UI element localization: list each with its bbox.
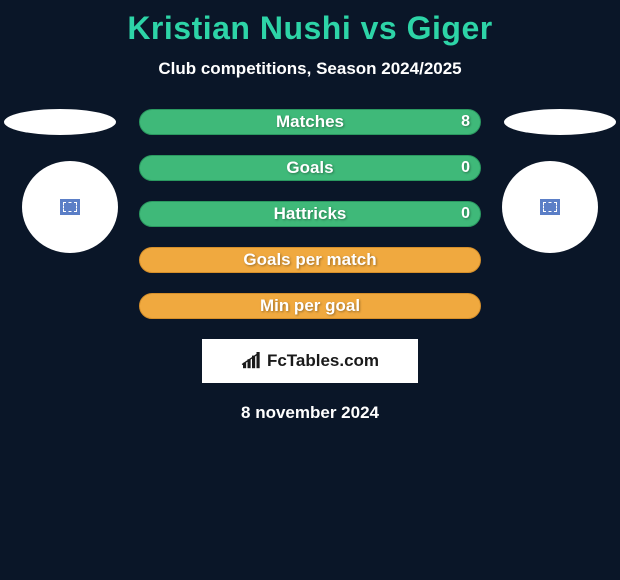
chart-bars-icon	[241, 352, 263, 370]
date-text: 8 november 2024	[0, 403, 620, 423]
stat-value-right: 8	[461, 113, 470, 131]
badge-left	[22, 161, 118, 253]
stat-row-goals-per-match: Goals per match	[139, 247, 481, 273]
brand-box[interactable]: FcTables.com	[202, 339, 418, 383]
stat-value-right: 0	[461, 159, 470, 177]
player-left-ellipse	[4, 109, 116, 135]
stat-label: Hattricks	[274, 204, 347, 224]
stat-label: Matches	[276, 112, 344, 132]
stat-row-hattricks: Hattricks 0	[139, 201, 481, 227]
stat-label: Min per goal	[260, 296, 360, 316]
player-right-ellipse	[504, 109, 616, 135]
placeholder-image-icon	[60, 199, 80, 215]
page-title: Kristian Nushi vs Giger	[0, 0, 620, 47]
stat-value-right: 0	[461, 205, 470, 223]
stat-label: Goals	[286, 158, 333, 178]
comparison-area: Matches 8 Goals 0 Hattricks 0 Goals per …	[0, 109, 620, 423]
stat-row-min-per-goal: Min per goal	[139, 293, 481, 319]
badge-right	[502, 161, 598, 253]
stat-rows: Matches 8 Goals 0 Hattricks 0 Goals per …	[139, 109, 481, 319]
subtitle: Club competitions, Season 2024/2025	[0, 59, 620, 79]
placeholder-image-icon	[540, 199, 560, 215]
stat-row-matches: Matches 8	[139, 109, 481, 135]
stat-row-goals: Goals 0	[139, 155, 481, 181]
stat-label: Goals per match	[243, 250, 376, 270]
brand-text: FcTables.com	[267, 351, 379, 371]
